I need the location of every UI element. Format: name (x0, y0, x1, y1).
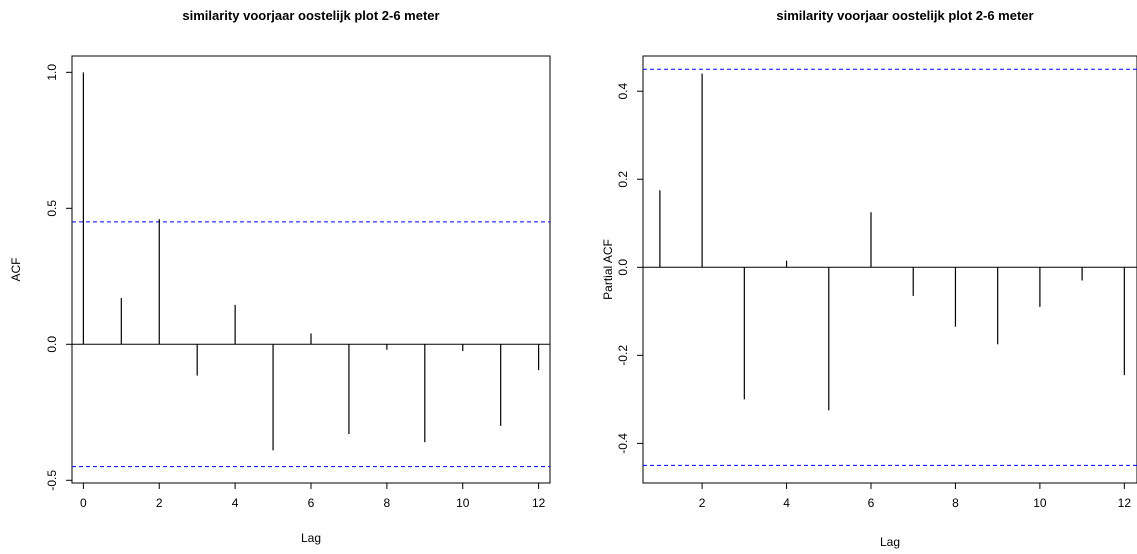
pacf-y-tick-label: -0.2 (616, 345, 630, 366)
pacf-plot-svg: similarity voorjaar oostelijk plot 2-6 m… (601, 8, 1137, 549)
pacf-y-tick-label: 0.2 (616, 171, 630, 188)
acf-y-axis-label: ACF (9, 258, 23, 282)
acf-y-tick-label: 0.5 (45, 200, 59, 217)
acf-y-tick-label: 1.0 (45, 64, 59, 81)
pacf-y-tick-label: 0.4 (616, 83, 630, 100)
acf-x-tick-label: 0 (80, 496, 87, 510)
acf-x-tick-label: 6 (308, 496, 315, 510)
pacf-x-tick-label: 4 (783, 496, 790, 510)
pacf-x-tick-label: 12 (1118, 496, 1132, 510)
acf-x-tick-label: 2 (156, 496, 163, 510)
acf-plot: similarity voorjaar oostelijk plot 2-6 m… (0, 0, 560, 554)
pacf-x-tick-label: 6 (868, 496, 875, 510)
pacf-y-axis-label: Partial ACF (601, 239, 615, 300)
pacf-x-tick-label: 2 (699, 496, 706, 510)
acf-title: similarity voorjaar oostelijk plot 2-6 m… (182, 8, 439, 23)
pacf-x-tick-label: 10 (1033, 496, 1047, 510)
pacf-y-tick-label: 0.0 (616, 259, 630, 276)
acf-plot-frame (71, 55, 551, 484)
acf-y-tick-label: -0.5 (45, 470, 59, 491)
acf-x-tick-label: 12 (532, 496, 546, 510)
pacf-x-axis-label: Lag (880, 535, 900, 549)
pacf-title: similarity voorjaar oostelijk plot 2-6 m… (776, 8, 1033, 23)
acf-x-tick-label: 10 (456, 496, 470, 510)
acf-y-tick-label: 0.0 (45, 336, 59, 353)
pacf-plot-frame (642, 55, 1137, 484)
acf-plot-svg: similarity voorjaar oostelijk plot 2-6 m… (9, 8, 551, 545)
acf-x-tick-label: 4 (232, 496, 239, 510)
pacf-x-tick-label: 8 (952, 496, 959, 510)
pacf-y-tick-label: -0.4 (616, 433, 630, 454)
acf-x-tick-label: 8 (384, 496, 391, 510)
pacf-plot: similarity voorjaar oostelijk plot 2-6 m… (580, 0, 1137, 554)
acf-x-axis-label: Lag (301, 531, 321, 545)
